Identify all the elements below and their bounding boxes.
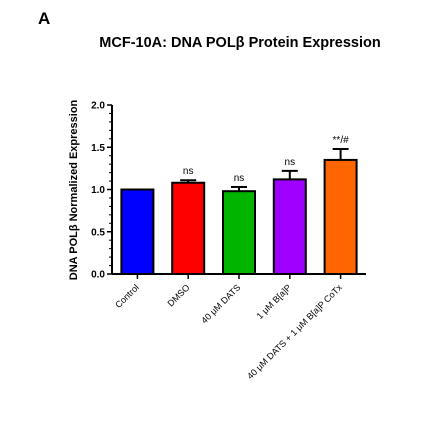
x-category-label: 40 μM DATS + 1 μM B[a]P CoTx [245, 282, 344, 381]
y-tick-label: 0.5 [91, 227, 105, 238]
y-tick-label: 1.5 [91, 143, 105, 154]
chart-title: MCF-10A: DNA POLβ Protein Expression [99, 35, 380, 51]
y-tick-label: 1.0 [91, 185, 105, 196]
x-category-label: Control [113, 282, 141, 310]
significance-label: ns [285, 157, 296, 168]
plot-area: 0.0 0.5 1.0 1.5 2.0 Control ns DMSO ns 40 μM DATS… [91, 101, 366, 381]
y-axis-label: DNA POLβ Normalized Expression [68, 99, 80, 280]
bar [272, 178, 307, 275]
panel-letter: A [38, 9, 50, 28]
bar [120, 188, 155, 275]
bar [222, 190, 256, 275]
x-category-label: DMSO [165, 282, 191, 308]
y-tick-label: 2.0 [91, 101, 105, 112]
significance-label: ns [183, 166, 194, 177]
x-category-label: 40 μM DATS [199, 282, 242, 325]
bar [171, 181, 206, 276]
y-tick-label: 0.0 [91, 270, 105, 281]
significance-label: **/# [333, 135, 350, 146]
bar [323, 158, 358, 275]
significance-label: ns [234, 173, 245, 184]
x-category-label: 1 μM B[a]P [255, 282, 294, 321]
